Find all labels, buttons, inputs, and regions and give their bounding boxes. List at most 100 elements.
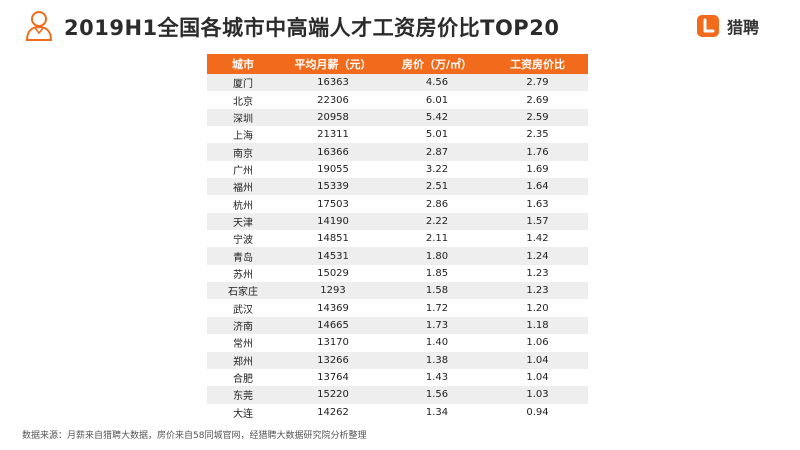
- table-row: 深圳 20958 5.42 2.59: [207, 108, 588, 127]
- table-row: 郑州 13266 1.38 1.04: [207, 351, 588, 369]
- table-row: 天津 14190 2.22 1.57: [207, 212, 588, 231]
- table-cell-house-price: 3.22: [425, 163, 449, 175]
- table-cell-salary: 15029: [317, 267, 349, 279]
- table-cell-house-price: 1.85: [425, 267, 449, 279]
- table-cell-city: 石家庄: [228, 287, 258, 299]
- table-row: 合肥 13764 1.43 1.04: [207, 368, 588, 387]
- table-cell-city: 合肥: [233, 374, 253, 386]
- table-cell-house-price: 6.01: [425, 94, 449, 106]
- table-cell-city: 厦门: [233, 79, 253, 91]
- table-row: 济南 14665 1.73 1.18: [207, 316, 588, 335]
- table-cell-salary: 21311: [317, 129, 349, 141]
- table-row: 厦门 16363 4.56 2.79: [207, 74, 588, 92]
- table-cell-city: 北京: [233, 96, 253, 108]
- table-row: 杭州 17503 2.86 1.63: [207, 195, 588, 213]
- table-cell-house-price: 1.56: [425, 389, 449, 401]
- table-row: 常州 13170 1.40 1.06: [207, 334, 588, 352]
- table-cell-ratio: 1.23: [526, 267, 549, 279]
- brand-name: 猎聘: [727, 18, 760, 37]
- table-cell-salary: 14369: [317, 302, 349, 314]
- table-cell-city: 东莞: [233, 391, 253, 403]
- table-row: 广州 19055 3.22 1.69: [207, 160, 588, 179]
- table-cell-ratio: 0.94: [526, 406, 549, 418]
- table-cell-ratio: 1.06: [526, 337, 549, 349]
- user-icon: [25, 11, 53, 41]
- table-cell-salary: 22306: [317, 94, 349, 106]
- table-cell-city: 广州: [233, 165, 253, 177]
- table-cell-ratio: 1.18: [526, 319, 549, 331]
- table-cell-house-price: 1.43: [425, 372, 449, 384]
- table-cell-house-price: 1.80: [425, 250, 449, 262]
- table-row: 宁波 14851 2.11 1.42: [207, 230, 588, 248]
- table-cell-city: 青岛: [233, 252, 253, 264]
- table-cell-city: 济南: [233, 321, 253, 333]
- table-cell-city: 常州: [233, 339, 253, 351]
- table-cell-house-price: 1.72: [425, 302, 449, 314]
- table-cell-house-price: 1.34: [425, 406, 449, 418]
- table-row: 南京 16366 2.87 1.76: [207, 143, 588, 161]
- table-cell-house-price: 1.58: [425, 285, 449, 297]
- table-cell-salary: 14531: [317, 250, 349, 262]
- liepin-logo-icon: [697, 15, 719, 37]
- column-header-ratio: 工资房价比: [510, 58, 565, 71]
- table-row: 上海 21311 5.01 2.35: [207, 126, 588, 144]
- column-header-salary: 平均月薪（元）: [294, 58, 372, 71]
- table-cell-city: 深圳: [233, 113, 253, 125]
- table-cell-ratio: 1.24: [526, 250, 549, 262]
- table-row: 大连 14262 1.34 0.94: [207, 403, 588, 421]
- table-row: 北京 22306 6.01 2.69: [207, 91, 588, 109]
- table-cell-salary: 14851: [317, 233, 349, 245]
- table-cell-salary: 13170: [317, 337, 349, 349]
- header: 2019H1全国各城市中高端人才工资房价比TOP20 猎聘: [0, 0, 800, 50]
- table-cell-city: 大连: [233, 408, 253, 420]
- table-cell-city: 福州: [233, 183, 253, 195]
- table-row: 东莞 15220 1.56 1.03: [207, 386, 588, 404]
- table-cell-ratio: 1.42: [526, 233, 549, 245]
- table-cell-city: 南京: [233, 148, 253, 160]
- brand-logo: 猎聘: [697, 14, 759, 38]
- table-cell-city: 天津: [233, 217, 253, 229]
- table-cell-ratio: 2.35: [526, 129, 549, 141]
- table-row: 石家庄 1293 1.58 1.23: [207, 282, 588, 300]
- table-cell-house-price: 5.42: [425, 111, 449, 123]
- table-cell-salary: 13266: [317, 354, 349, 366]
- table-cell-ratio: 1.69: [526, 163, 549, 175]
- table-cell-city: 杭州: [233, 200, 253, 212]
- data-table: 城市 平均月薪（元） 房价（万/㎡） 工资房价比 厦门 16363 4.56 2.79…: [207, 54, 588, 421]
- table-cell-ratio: 1.04: [526, 372, 549, 384]
- table-cell-ratio: 1.20: [526, 302, 549, 314]
- table-cell-salary: 16366: [317, 146, 349, 158]
- table-cell-salary: 15220: [317, 389, 349, 401]
- table-cell-salary: 16363: [317, 77, 349, 89]
- table-cell-house-price: 2.51: [425, 181, 449, 193]
- table-cell-city: 苏州: [233, 269, 253, 281]
- table-cell-house-price: 5.01: [425, 129, 449, 141]
- table-header: 城市 平均月薪（元） 房价（万/㎡） 工资房价比: [207, 54, 588, 74]
- page-title: 2019H1全国各城市中高端人才工资房价比TOP20: [64, 16, 560, 40]
- table-cell-salary: 13764: [317, 372, 349, 384]
- table-row: 苏州 15029 1.85 1.23: [207, 264, 588, 283]
- table-body: 厦门 16363 4.56 2.79 北京 22306 6.01 2.69 深圳 20958 5.4…: [207, 74, 588, 421]
- table-cell-ratio: 1.76: [526, 146, 549, 158]
- table-cell-house-price: 2.87: [425, 146, 449, 158]
- table-cell-salary: 19055: [317, 163, 349, 175]
- table-cell-salary: 14262: [317, 406, 349, 418]
- table-cell-house-price: 2.22: [425, 215, 449, 227]
- table-cell-city: 郑州: [233, 356, 253, 368]
- table-cell-house-price: 4.56: [425, 77, 449, 89]
- table-cell-ratio: 1.63: [526, 198, 549, 210]
- column-header-house-price: 房价（万/㎡）: [401, 58, 473, 71]
- table-cell-salary: 15339: [317, 181, 349, 193]
- table-cell-city: 武汉: [233, 304, 253, 316]
- table-cell-ratio: 1.57: [526, 215, 549, 227]
- column-header-city: 城市: [232, 58, 254, 71]
- table-row: 福州 15339 2.51 1.64: [207, 178, 588, 196]
- table-cell-house-price: 1.38: [425, 354, 449, 366]
- table-cell-ratio: 2.79: [526, 77, 549, 89]
- table-cell-house-price: 2.86: [425, 198, 449, 210]
- table-row: 青岛 14531 1.80 1.24: [207, 247, 588, 265]
- table-cell-city: 宁波: [233, 235, 253, 247]
- table-cell-salary: 14190: [317, 215, 349, 227]
- table-row: 武汉 14369 1.72 1.20: [207, 299, 588, 317]
- table-cell-house-price: 1.40: [425, 337, 449, 349]
